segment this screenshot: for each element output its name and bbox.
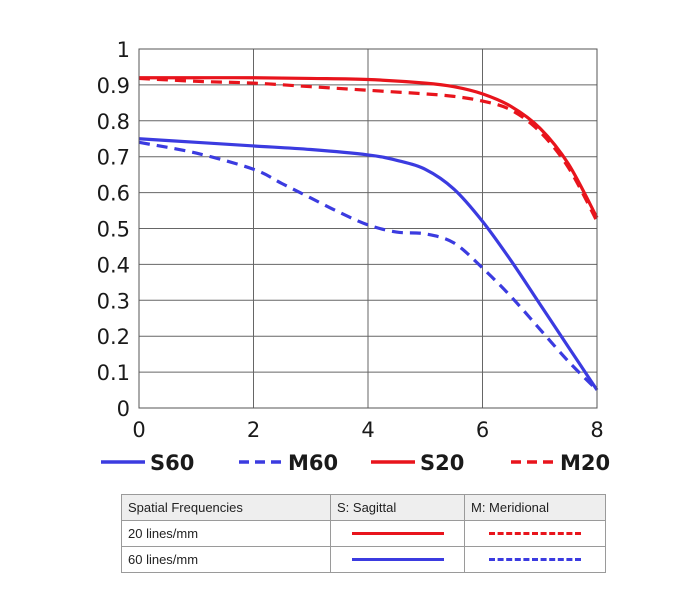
y-tick-label: 0.4 <box>97 253 130 277</box>
y-tick-label: 0.5 <box>97 218 130 242</box>
chart-series <box>138 76 599 392</box>
series-line-m60 <box>138 140 599 392</box>
series-line-s20 <box>138 76 599 219</box>
solid-red-line-swatch <box>351 532 444 535</box>
header-meridional: M: Meridional <box>464 494 606 521</box>
table-row: 20 lines/mm <box>121 520 606 547</box>
x-tick-label: 2 <box>247 418 260 442</box>
y-tick-label: 1 <box>117 38 130 62</box>
table-header-row: Spatial Frequencies S: Sagittal M: Merid… <box>121 494 606 521</box>
chart-legend: S60 M60 S20 M20 <box>101 451 610 475</box>
swatch-cell <box>464 520 606 547</box>
swatch-cell <box>330 520 465 547</box>
legend-label-s20: S20 <box>420 451 464 475</box>
y-tick-label: 0.8 <box>97 110 130 134</box>
dashed-red-line-swatch <box>489 532 581 535</box>
row-label-20: 20 lines/mm <box>121 520 331 547</box>
y-tick-label: 0.3 <box>97 289 130 313</box>
y-tick-label: 0.6 <box>97 182 130 206</box>
series-line-m20 <box>138 76 599 223</box>
x-tick-label: 4 <box>361 418 374 442</box>
y-tick-label: 0.2 <box>97 325 130 349</box>
header-spatial-frequencies: Spatial Frequencies <box>121 494 331 521</box>
series-line-s60 <box>138 137 599 391</box>
swatch-cell <box>464 546 606 573</box>
header-sagittal: S: Sagittal <box>330 494 465 521</box>
frequency-legend-table: Spatial Frequencies S: Sagittal M: Merid… <box>121 494 606 573</box>
dashed-blue-line-swatch <box>489 558 581 561</box>
table-row: 60 lines/mm <box>121 546 606 573</box>
legend-label-m60: M60 <box>288 451 338 475</box>
row-label-60: 60 lines/mm <box>121 546 331 573</box>
chart-grid <box>138 48 598 409</box>
legend-label-s60: S60 <box>150 451 194 475</box>
y-tick-label: 0.1 <box>97 361 130 385</box>
y-tick-label: 0 <box>117 397 130 421</box>
x-tick-label: 0 <box>132 418 145 442</box>
swatch-cell <box>330 546 465 573</box>
mtf-chart: 0 2 4 6 8 0 0.1 0.2 0.3 0.4 0.5 0.6 0.7 0.8 0.9 1 S60 M6… <box>97 38 611 475</box>
solid-blue-line-swatch <box>351 558 444 561</box>
axis-ticks: 0 2 4 6 8 0 0.1 0.2 0.3 0.4 0.5 0.6 0.7 0.8 0.9 1 <box>97 38 604 442</box>
plot-frame <box>138 48 598 409</box>
y-tick-label: 0.7 <box>97 146 130 170</box>
x-tick-label: 6 <box>476 418 489 442</box>
legend-label-m20: M20 <box>560 451 610 475</box>
x-tick-label: 8 <box>590 418 603 442</box>
y-tick-label: 0.9 <box>97 74 130 98</box>
